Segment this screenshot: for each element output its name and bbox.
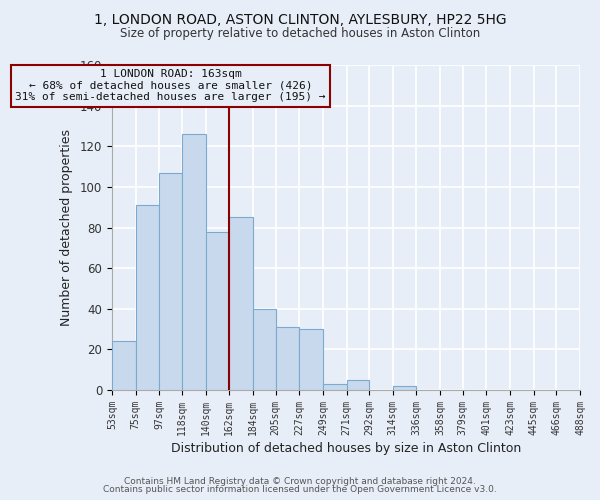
Text: Size of property relative to detached houses in Aston Clinton: Size of property relative to detached ho…	[120, 28, 480, 40]
Bar	[299, 329, 323, 390]
Bar	[182, 134, 206, 390]
Text: Contains public sector information licensed under the Open Government Licence v3: Contains public sector information licen…	[103, 485, 497, 494]
Bar	[206, 232, 229, 390]
Y-axis label: Number of detached properties: Number of detached properties	[60, 129, 73, 326]
Bar	[323, 384, 347, 390]
Bar	[393, 386, 416, 390]
Text: 1, LONDON ROAD, ASTON CLINTON, AYLESBURY, HP22 5HG: 1, LONDON ROAD, ASTON CLINTON, AYLESBURY…	[94, 12, 506, 26]
Text: Contains HM Land Registry data © Crown copyright and database right 2024.: Contains HM Land Registry data © Crown c…	[124, 477, 476, 486]
Bar	[275, 327, 299, 390]
Text: 1 LONDON ROAD: 163sqm
← 68% of detached houses are smaller (426)
31% of semi-det: 1 LONDON ROAD: 163sqm ← 68% of detached …	[16, 69, 326, 102]
Bar	[253, 309, 275, 390]
Bar	[229, 218, 253, 390]
Bar	[347, 380, 369, 390]
Bar	[160, 172, 182, 390]
X-axis label: Distribution of detached houses by size in Aston Clinton: Distribution of detached houses by size …	[171, 442, 521, 455]
Bar	[136, 205, 160, 390]
Bar	[112, 342, 136, 390]
